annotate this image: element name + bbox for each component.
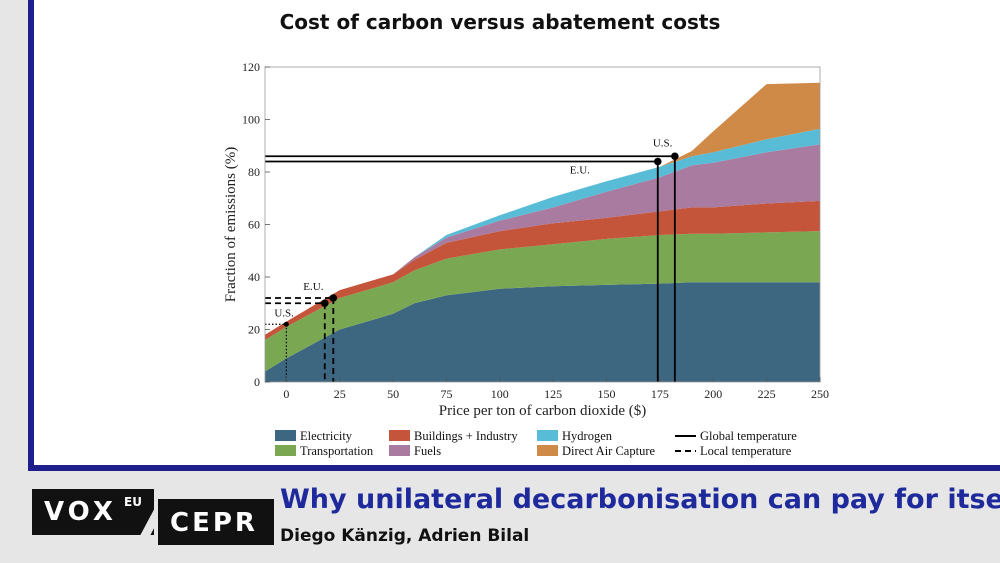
x-tick-label: 200 (704, 387, 722, 401)
area-layers (265, 82, 820, 382)
legend-swatch (389, 430, 410, 441)
legend-label: Local temperature (700, 444, 792, 458)
legend-swatch (389, 445, 410, 456)
x-tick-label: 150 (598, 387, 616, 401)
legend-swatch (275, 445, 296, 456)
legend-swatch (537, 430, 558, 441)
legend-swatch (537, 445, 558, 456)
chart-svg: U.S.E.U.E.U.U.S. 0 25 50 75 100 125 150 175 200 2… (223, 60, 829, 458)
x-tick-label: 100 (491, 387, 509, 401)
y-tick-label: 60 (248, 218, 260, 232)
x-tick-label: 75 (440, 387, 452, 401)
logo-cepr-text: CEPR (170, 508, 258, 538)
y-tick-label: 0 (254, 375, 260, 389)
area-hydrogen (265, 128, 820, 335)
x-tick-label: 175 (651, 387, 669, 401)
threshold-lines: U.S. E.U. E.U. U.S. (265, 137, 679, 382)
legend-label: Global temperature (700, 429, 797, 443)
y-axis-label: Fraction of emissions (%) (223, 147, 239, 302)
x-tick-label: 225 (758, 387, 776, 401)
voxeu-logo[interactable]: VOX EU (32, 489, 154, 535)
x-tick-label: 25 (334, 387, 346, 401)
threshold-point (329, 294, 338, 302)
region-annotation: E.U. (303, 281, 323, 293)
legend-label: Transportation (300, 444, 374, 458)
axes: 0 25 50 75 100 125 150 175 200 225 250 0 20 40 60 80 100… (223, 60, 829, 419)
legend-swatch (275, 430, 296, 441)
threshold-point (653, 157, 662, 166)
logo-vox-sup: EU (124, 495, 142, 509)
x-axis-label: Price per ton of carbon dioxide ($) (439, 403, 646, 419)
x-tick-label: 250 (811, 387, 829, 401)
x-tick-label: 125 (544, 387, 562, 401)
legend: Electricity Buildings + Industry Hydrogen G… (275, 429, 797, 458)
y-tick-label: 120 (242, 60, 260, 74)
legend-label: Fuels (414, 444, 441, 458)
chart-title: Cost of carbon versus abatement costs (279, 10, 721, 34)
y-tick-label: 80 (248, 165, 260, 179)
threshold-point (320, 299, 329, 308)
region-annotation: U.S. (653, 137, 673, 149)
logo-vox-text: VOX (44, 497, 117, 527)
area-transportation (265, 231, 820, 372)
cepr-logo[interactable]: CEPR (158, 499, 274, 545)
article-authors: Diego Känzig, Adrien Bilal (280, 526, 530, 546)
y-tick-label: 100 (242, 113, 260, 127)
y-tick-label: 40 (248, 270, 260, 284)
x-tick-label: 50 (387, 387, 399, 401)
legend-label: Direct Air Capture (562, 444, 655, 458)
y-tick-label: 20 (248, 323, 260, 337)
area-buildings-industry (265, 200, 820, 340)
area-direct-air-capture (265, 82, 820, 335)
area-electricity (265, 282, 820, 382)
threshold-point (671, 152, 679, 161)
region-annotation: E.U. (570, 165, 590, 177)
region-annotation: U.S. (274, 307, 294, 319)
legend-label: Hydrogen (562, 429, 613, 443)
area-fuels (265, 144, 820, 335)
threshold-point (283, 321, 289, 327)
legend-label: Buildings + Industry (414, 429, 518, 443)
x-tick-label: 0 (283, 387, 289, 401)
legend-label: Electricity (300, 429, 353, 443)
article-headline[interactable]: Why unilateral decarbonisation can pay f… (280, 484, 1000, 515)
